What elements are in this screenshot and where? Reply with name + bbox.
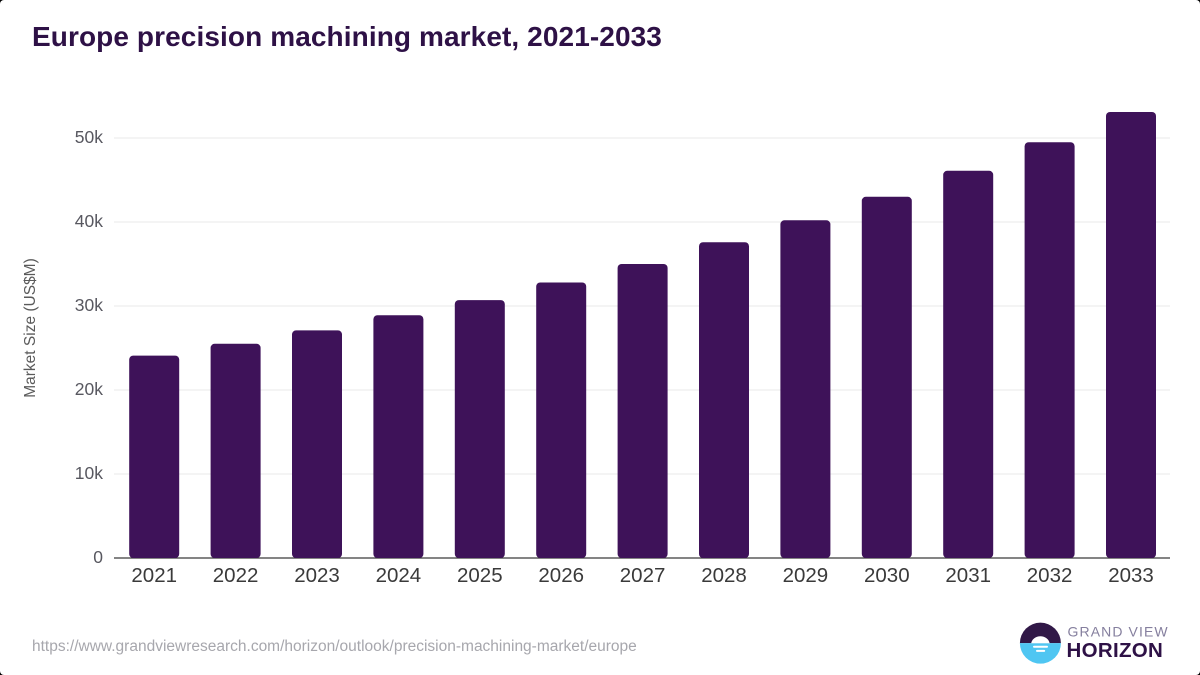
svg-text:Market Size (US$M): Market Size (US$M) (22, 258, 39, 398)
svg-text:20k: 20k (75, 379, 103, 399)
svg-text:40k: 40k (75, 211, 103, 231)
svg-text:2021: 2021 (131, 564, 177, 587)
svg-text:2022: 2022 (213, 564, 259, 587)
svg-text:2027: 2027 (620, 564, 666, 587)
svg-text:30k: 30k (75, 295, 103, 315)
svg-text:2032: 2032 (1027, 564, 1073, 587)
svg-text:2031: 2031 (945, 564, 991, 587)
svg-text:2024: 2024 (376, 564, 422, 587)
svg-text:2033: 2033 (1108, 564, 1154, 587)
svg-text:10k: 10k (75, 463, 103, 483)
svg-text:2028: 2028 (701, 564, 747, 587)
svg-text:0: 0 (93, 547, 103, 567)
svg-text:2030: 2030 (864, 564, 910, 587)
svg-text:2025: 2025 (457, 564, 503, 587)
svg-text:2023: 2023 (294, 564, 340, 587)
svg-text:50k: 50k (75, 127, 103, 147)
svg-text:2029: 2029 (783, 564, 829, 587)
svg-text:2026: 2026 (538, 564, 584, 587)
